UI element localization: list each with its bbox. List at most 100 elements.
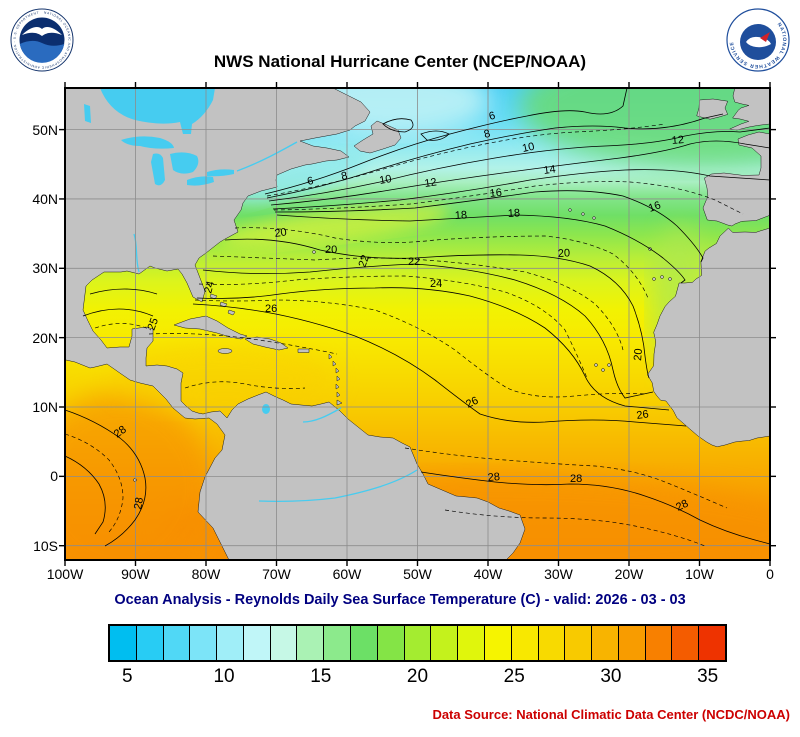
axis-ticks [59,82,776,566]
lon-label: 100W [46,566,84,582]
colorbar-segment [484,626,512,660]
contour-label: 28 [674,498,690,514]
lake-winnipeg [84,104,91,123]
sst-map: 6 8 10 12 6 8 10 12 14 16 16 18 18 20 20 20 20 22 22 24 24 25… [59,82,776,566]
contour-label: 12 [424,176,438,190]
lat-label: 30N [32,260,58,277]
data-source: Data Source: National Climatic Data Cent… [432,707,790,722]
lon-label: 50W [403,566,432,582]
lake-ontario [207,169,234,177]
land-bahamas [209,293,236,316]
colorbar-segment [136,626,164,660]
inland-water [84,88,418,503]
contour-label: 18 [455,209,468,222]
lake-erie [187,176,214,186]
colorbar-segment [351,626,378,660]
colorbar-tick: 25 [503,666,525,687]
colorbar-segment [699,626,725,660]
noaa-gull-icon [22,27,62,36]
lake-superior [121,136,174,149]
colorbar-segment [511,626,539,660]
colorbar-segment [645,626,673,660]
colorbar-segment [190,626,218,660]
lake-huron [170,152,199,174]
colorbar [108,624,727,662]
colorbar-segment [243,626,271,660]
contour-labels: 6 8 10 12 6 8 10 12 14 16 16 18 18 20 20 20 20 22 22 24 24 25… [112,110,691,514]
contour-label: 16 [489,187,502,200]
colorbar-tick: 15 [310,666,332,687]
contour-label: 20 [558,247,571,260]
lon-label: 30W [544,566,573,582]
st-lawrence-river [236,141,298,172]
lat-label: 40N [32,190,58,207]
contour-label: 6 [488,110,497,123]
lat-label: 50N [32,121,58,138]
land-americas [64,87,526,561]
contour-label: 24 [202,280,217,295]
contour-label: 28 [132,496,146,510]
colorbar-segment [618,626,646,660]
lon-label: 60W [332,566,362,582]
land-lesser-antilles [328,353,343,406]
contour-label: 26 [636,408,650,422]
colorbar-segment [672,626,700,660]
lat-label: 10N [32,399,58,415]
contour-label: 28 [487,471,500,484]
colorbar-segment [324,626,352,660]
contour-label: 14 [543,163,557,177]
contour-label: 8 [483,128,492,141]
colorbar-segment [377,626,405,660]
colorbar-segment [404,626,432,660]
sst-contours [64,87,771,547]
contour-label: 12 [671,134,684,147]
colorbar-segment [270,626,298,660]
contour-label: 16 [647,199,663,214]
nws-logo: NATIONAL WEATHER SERVICE [726,8,790,72]
contour-label: 22 [408,256,420,268]
colorbar-ticks: 5 10 15 20 25 30 35 [108,666,727,692]
land-jamaica [217,348,233,354]
colorbar-segment [592,626,619,660]
noaa-sea [19,40,65,63]
lat-label: 0 [50,468,58,485]
contour-label: 24 [430,278,442,290]
contour-label: 10 [521,141,535,155]
contour-label: 20 [632,348,645,361]
contour-label: 26 [265,303,277,315]
lon-label: 40W [473,566,503,582]
hudson-bay [100,88,215,134]
lon-label: 90W [121,566,150,582]
contour-label: 10 [378,173,392,187]
contour-label: 28 [112,424,129,441]
contour-label: 18 [508,207,521,220]
lat-label: 20N [32,329,58,346]
land-ireland [696,98,729,120]
amazon-river [258,469,418,503]
lake-maracaibo [262,404,270,414]
lon-label: 80W [191,566,221,582]
lake-michigan [151,153,165,186]
contour-label: 20 [325,244,337,256]
colorbar-tick: 10 [213,666,235,687]
contour-label: 22 [357,253,372,269]
contour-label: 20 [274,226,288,240]
contour-label: 28 [570,473,582,485]
colorbar-tick: 20 [406,666,429,687]
colorbar-tick: 30 [600,666,622,687]
colorbar-segment [163,626,191,660]
contour-label: 6 [306,175,314,188]
lon-label: 10W [685,566,714,582]
noaa-logo: NATIONAL OCEANIC AND ATMOSPHERIC ADMINIS… [10,8,74,72]
lon-label: 20W [614,566,644,582]
contour-label: 8 [340,170,348,183]
lon-label: 70W [262,566,291,582]
subtitle: Ocean Analysis - Reynolds Daily Sea Surf… [114,592,686,608]
colorbar-tick: 35 [697,666,719,687]
lon-label: 0 [766,566,774,582]
land-puerto-rico [297,348,310,353]
colorbar-segment [538,626,566,660]
land-uk [728,87,771,131]
colorbar-segment [217,626,244,660]
